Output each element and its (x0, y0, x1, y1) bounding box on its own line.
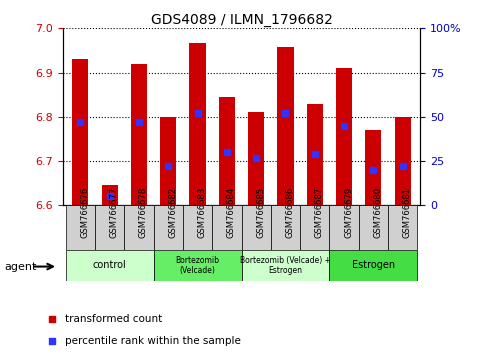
Bar (131, 64, 147, 205)
FancyBboxPatch shape (154, 205, 183, 250)
Bar (307, 104, 323, 205)
Text: GSM766681: GSM766681 (403, 187, 412, 238)
Bar (277, 47, 294, 205)
Title: GDS4089 / ILMN_1796682: GDS4089 / ILMN_1796682 (151, 13, 332, 27)
FancyBboxPatch shape (154, 250, 242, 281)
Point (282, 110, 289, 116)
FancyBboxPatch shape (183, 205, 212, 250)
FancyBboxPatch shape (388, 205, 417, 250)
Text: GSM766677: GSM766677 (110, 186, 119, 238)
FancyBboxPatch shape (95, 205, 124, 250)
Text: GSM766687: GSM766687 (315, 186, 324, 238)
Point (311, 151, 319, 157)
Text: Bortezomib (Velcade) +
Estrogen: Bortezomib (Velcade) + Estrogen (240, 256, 331, 275)
FancyBboxPatch shape (242, 250, 329, 281)
FancyBboxPatch shape (329, 205, 359, 250)
Text: GSM766686: GSM766686 (285, 186, 295, 238)
Text: control: control (93, 261, 127, 270)
Text: transformed count: transformed count (65, 314, 162, 324)
Point (369, 167, 377, 173)
Bar (395, 117, 411, 205)
Text: GSM766678: GSM766678 (139, 186, 148, 238)
FancyBboxPatch shape (242, 205, 271, 250)
Point (76, 119, 84, 125)
Text: percentile rank within the sample: percentile rank within the sample (65, 336, 241, 346)
Bar (189, 43, 206, 205)
FancyBboxPatch shape (124, 205, 154, 250)
Bar (248, 113, 264, 205)
Text: GSM766679: GSM766679 (344, 187, 353, 238)
Point (223, 149, 231, 155)
FancyBboxPatch shape (300, 205, 329, 250)
FancyBboxPatch shape (66, 205, 95, 250)
FancyBboxPatch shape (329, 250, 417, 281)
Text: GSM766683: GSM766683 (198, 186, 207, 238)
Bar (101, 185, 118, 205)
Text: GSM766676: GSM766676 (80, 186, 89, 238)
Text: Bortezomib
(Velcade): Bortezomib (Velcade) (175, 256, 220, 275)
Bar (160, 117, 176, 205)
Point (287, 72, 295, 78)
Text: Estrogen: Estrogen (352, 261, 395, 270)
Bar (336, 68, 352, 205)
Point (340, 123, 348, 129)
FancyBboxPatch shape (212, 205, 242, 250)
FancyBboxPatch shape (66, 250, 154, 281)
Point (194, 110, 201, 116)
Text: agent: agent (5, 262, 37, 272)
Point (399, 164, 407, 169)
Point (106, 194, 114, 199)
Bar (365, 130, 382, 205)
Bar (219, 97, 235, 205)
FancyBboxPatch shape (271, 205, 300, 250)
Text: GSM766684: GSM766684 (227, 187, 236, 238)
Point (135, 119, 143, 125)
FancyBboxPatch shape (359, 205, 388, 250)
Text: GSM766680: GSM766680 (373, 187, 383, 238)
Text: GSM766685: GSM766685 (256, 187, 265, 238)
Point (252, 155, 260, 160)
Point (164, 164, 172, 169)
Text: GSM766682: GSM766682 (168, 187, 177, 238)
Point (287, 265, 295, 270)
Bar (72, 59, 88, 205)
